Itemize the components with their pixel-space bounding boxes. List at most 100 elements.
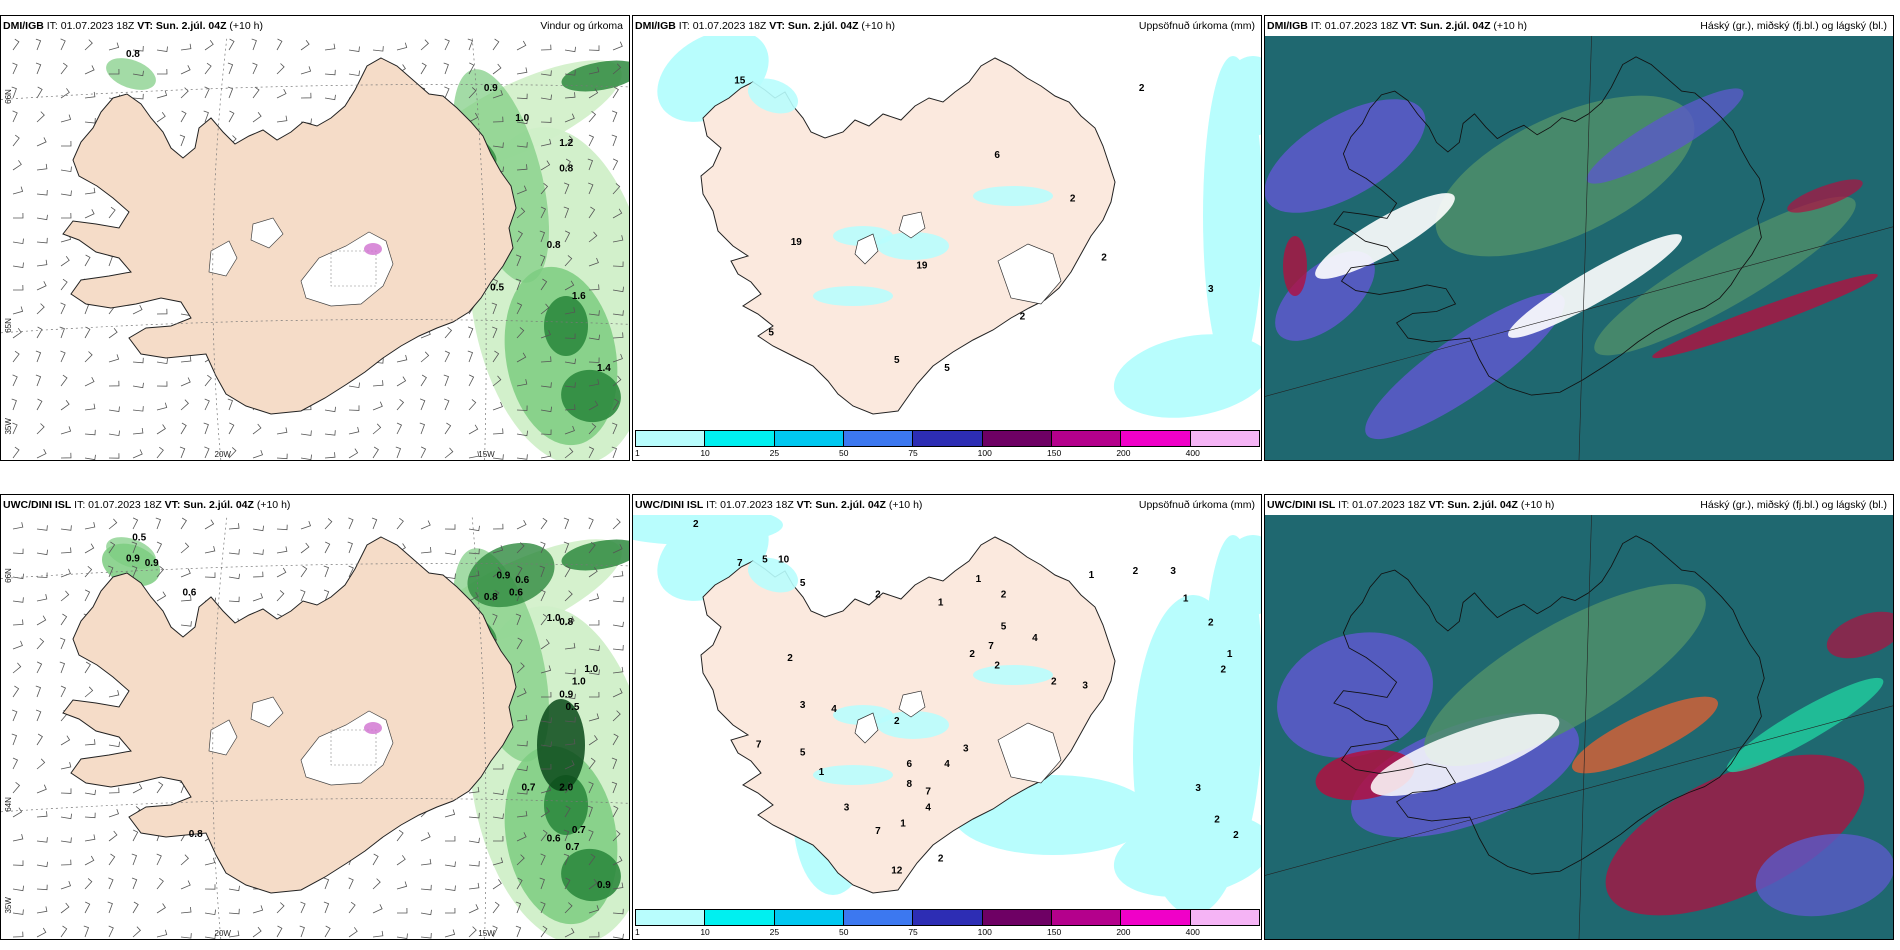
value-labels: 15 6 2 19 19 2 3 5 5 5 2 2 [734,75,1214,374]
colorbar-tick: 50 [839,927,849,937]
model-name: DMI/IGB [635,20,676,32]
value-label: 4 [944,759,950,770]
value-label: 12 [891,866,903,877]
value-label: 19 [916,261,928,272]
value-label: 0.9 [145,558,159,569]
valid-time: VT: Sun. 2.júl. 04Z [1401,20,1491,32]
value-label: 0.9 [126,554,140,565]
value-labels: 0.8 0.9 1.0 1.2 0.8 0.8 0.5 1.6 1.4 [126,49,611,374]
colorbar-tick: 400 [1185,448,1200,458]
colorbar-tick: 200 [1116,448,1131,458]
colorbar-swatch [704,909,775,926]
valid-time: VT: Sun. 2.júl. 04Z [164,499,254,511]
value-label: 2 [894,716,900,727]
colorbar-swatch [1120,430,1191,447]
map-svg: 15 6 2 19 19 2 3 5 5 5 2 2 [633,36,1261,430]
model-name: UWC/DINI ISL [3,499,72,511]
value-label: 0.5 [490,282,504,293]
colorbar-tick: 25 [769,448,780,458]
colorbar-tick: 150 [1047,927,1062,937]
value-label: 6 [994,150,1000,161]
value-label: 5 [894,355,900,366]
longitude-label: 20W [215,929,232,938]
colorbar-swatch [912,430,983,447]
value-labels: 0.50.9 0.90.60.9 0.60.8 0.61.00.81.01.00.90… [126,532,611,891]
value-label: 0.5 [566,702,580,713]
glacier [208,719,238,756]
colorbar-tick: 1 [635,448,640,458]
glacier [854,712,879,744]
colorbar-swatch [704,430,775,447]
colorbar-swatch [1120,909,1191,926]
colorbar-tick: 1 [635,927,640,937]
iceland-landmass [62,536,517,894]
colorbar-swatch [635,430,706,447]
value-label: 2 [1070,194,1076,205]
panel-header: UWC/DINI ISL IT: 01.07.2023 18Z VT: Sun.… [633,495,1261,515]
precip-spot [364,722,382,734]
value-label: 7 [737,558,743,569]
panel-header: DMI/IGB IT: 01.07.2023 18Z VT: Sun. 2.jú… [633,16,1261,36]
glacier [854,233,879,265]
value-label: 1.0 [547,613,561,624]
panel-header: DMI/IGB IT: 01.07.2023 18Z VT: Sun. 2.jú… [1,16,629,36]
value-label: 2 [1001,590,1007,601]
value-label: 5 [800,578,806,589]
value-label: 2 [938,854,944,865]
glacier [250,696,284,728]
map-area [1265,36,1893,460]
colorbar-tick: 75 [908,448,918,458]
value-label: 3 [844,803,850,814]
map-area: 66N 65N 35W 20W 15W 0.8 0.9 1.0 1.2 0.8 0.8 0.5 1.6 1… [1,36,629,460]
lead-time: (+10 h) [858,20,895,32]
valid-time: VT: Sun. 2.júl. 04Z [137,20,227,32]
precip-spot [364,243,382,255]
panel-header: UWC/DINI ISL IT: 01.07.2023 18Z VT: Sun.… [1,495,629,515]
value-label: 5 [768,327,774,338]
value-label: 2 [1221,665,1227,676]
lead-time: (+10 h) [885,499,923,511]
value-label: 15 [734,75,746,86]
valid-time: VT: Sun. 2.júl. 04Z [769,20,859,32]
colorbar-swatch [773,430,844,447]
value-label: 0.8 [189,829,203,840]
colorbar-swatch [1051,909,1122,926]
colorbar-swatch [635,909,706,926]
value-label: 1.6 [572,291,586,302]
colorbar-swatch [1189,430,1260,447]
value-label: 3 [1195,783,1201,794]
field-title: Háský (gr.), miðský (fj.bl.) og lágský (… [1700,499,1887,511]
value-label: 0.9 [484,83,498,94]
longitude-label: 15W [478,929,495,938]
iceland-landmass [62,57,517,415]
panel-dmi-wind: DMI/IGB IT: 01.07.2023 18Z VT: Sun. 2.jú… [0,15,630,461]
map-area: 66N 64N 35W 20W 15W 0.5 0.9 0.9 0.6 0.9 0.6 0.8 0.6 1… [1,515,629,939]
map-area: 2 7 5 10 5 2 1 1 2 5 4 7 2 2 2 3 4 7 5 1 2 6 4 8 7 3 4 3 7 1 12 2 2 3 1 2 3 1… [633,515,1261,939]
iceland-outline [1333,56,1765,396]
glacier [250,217,284,249]
value-label: 2 [693,519,699,530]
init-time: IT: 01.07.2023 18Z [1307,20,1402,32]
longitude-label: 20W [215,450,232,459]
latitude-label: 66N [4,568,13,583]
value-label: 1 [938,598,944,609]
value-label: 1 [900,818,906,829]
value-label: 2.0 [559,783,573,794]
value-label: 2 [1208,617,1214,628]
latitude-label: 64N [4,797,13,812]
value-label: 0.6 [547,834,561,845]
value-label: 7 [988,641,994,652]
value-label: 0.8 [484,592,498,603]
field-title: Uppsöfnuð úrkoma (mm) [1138,499,1255,511]
colorbar-tick: 10 [700,448,710,458]
value-label: 1 [976,574,982,585]
map-area: 15 6 2 19 19 2 3 5 5 5 2 2 [633,36,1261,460]
value-label: 1 [1183,594,1189,605]
init-time: IT: 01.07.2023 18Z [43,20,138,32]
value-label: 0.6 [515,575,529,586]
colorbar-swatch [1051,430,1122,447]
value-label: 2 [1051,676,1057,687]
colorbar-swatch [773,909,844,926]
value-label: 2 [994,661,1000,672]
